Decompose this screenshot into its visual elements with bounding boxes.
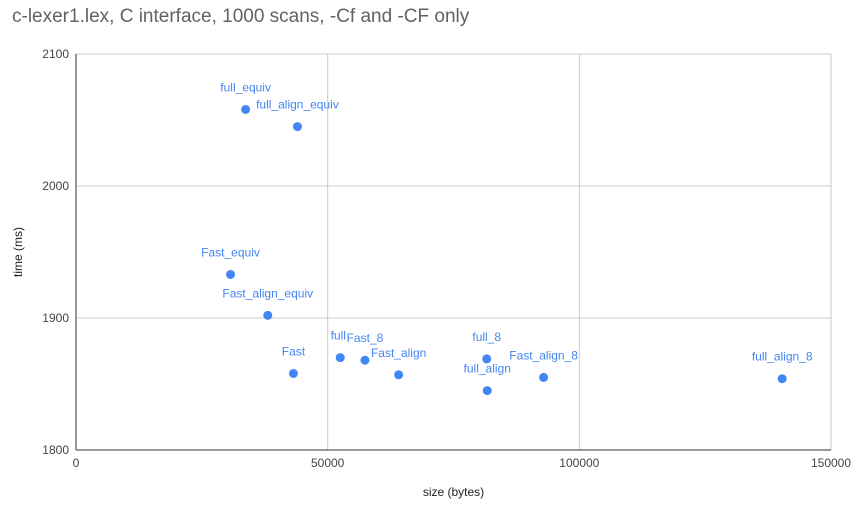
data-point: [360, 355, 370, 365]
point-label: full_8: [472, 330, 501, 344]
y-tick-label: 2000: [42, 179, 69, 193]
point-label: full_align_equiv: [256, 98, 339, 112]
x-tick-label: 100000: [559, 456, 599, 470]
point-label: full: [331, 329, 346, 343]
point-labels: full_equiv full_align_equiv Fast_equiv Fast…: [201, 80, 813, 375]
point-label: full_align_8: [752, 350, 813, 364]
data-point: [288, 368, 298, 378]
point-label: Fast_align_equiv: [222, 286, 313, 300]
y-tick-label: 1900: [42, 311, 69, 325]
point-label: Fast_equiv: [201, 245, 260, 259]
x-tick-label: 50000: [311, 456, 345, 470]
point-label: Fast_align_8: [509, 348, 578, 362]
y-tick-label: 1800: [42, 443, 69, 457]
data-point: [292, 122, 302, 132]
data-points: [226, 104, 787, 396]
axes: 1800 1900 2000 2100 0 50000 100000 150000: [42, 47, 851, 470]
point-label: Fast_align: [371, 346, 426, 360]
point-label: full_equiv: [220, 80, 271, 94]
data-point: [539, 372, 549, 382]
data-point: [335, 353, 345, 363]
point-label: Fast: [282, 344, 306, 358]
x-axis-title: size (bytes): [423, 485, 484, 499]
point-label: full_align: [464, 362, 511, 376]
point-label: Fast_8: [347, 331, 384, 345]
data-point: [482, 354, 492, 364]
data-point: [777, 374, 787, 384]
y-axis-title: time (ms): [11, 227, 25, 277]
x-tick-label: 0: [73, 456, 80, 470]
data-point: [241, 104, 251, 114]
grid: [76, 53, 832, 450]
data-point: [394, 370, 404, 380]
x-tick-label: 150000: [811, 456, 851, 470]
chart-title: c-lexer1.lex, C interface, 1000 scans, -…: [12, 6, 470, 27]
data-point: [263, 310, 273, 320]
data-point: [226, 269, 236, 279]
y-tick-label: 2100: [42, 47, 69, 61]
data-point: [482, 386, 492, 396]
